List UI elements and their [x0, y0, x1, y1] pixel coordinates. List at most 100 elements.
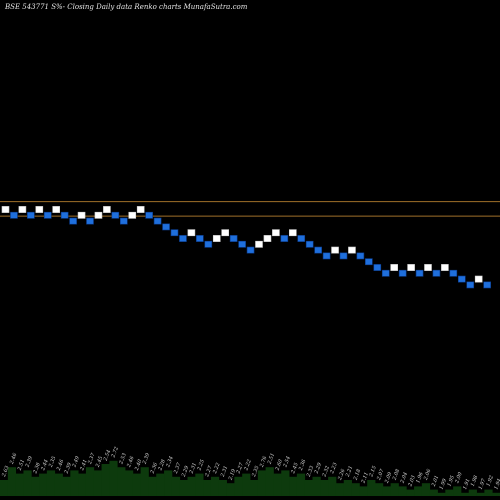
renko-brick-up: [407, 264, 415, 271]
volume-bar: [335, 483, 345, 496]
volume-label: 2.41: [79, 459, 89, 472]
volume-label: 2.39: [63, 461, 73, 475]
volume-label: 2.46: [55, 458, 65, 472]
volume-bar: [23, 470, 32, 496]
volume-bar: [359, 486, 368, 496]
volume-label: 2.51: [266, 452, 276, 465]
volume-bar: [187, 476, 196, 496]
volume-bar: [31, 476, 40, 496]
renko-brick-up: [348, 246, 356, 254]
renko-brick-up: [263, 235, 272, 242]
renko-brick-down: [153, 217, 162, 225]
volume-bar: [367, 480, 376, 496]
volume-bar: [7, 467, 17, 496]
renko-brick-up: [1, 206, 10, 213]
volume-bar: [46, 470, 56, 496]
volume-bar: [414, 486, 423, 496]
volume-label: 2.06: [423, 468, 433, 482]
volume-label: 2.33: [305, 465, 315, 478]
volume-bar: [328, 476, 337, 496]
renko-brick-up: [103, 206, 111, 213]
volume-bar: [117, 467, 126, 496]
volume-bar: [226, 483, 235, 496]
volume-label: 2.46: [9, 452, 19, 466]
volume-bar: [312, 476, 321, 496]
volume-label: 2.34: [165, 456, 175, 469]
volume-bar: [93, 470, 102, 496]
volume-label: 2.08: [391, 468, 401, 481]
renko-brick-down: [86, 217, 94, 225]
volume-bar: [218, 480, 227, 496]
renko-brick-up: [288, 229, 297, 237]
volume-bar: [62, 476, 71, 496]
volume-label: 2.03: [407, 475, 417, 488]
volume-bar: [289, 476, 298, 496]
renko-brick-down: [314, 246, 322, 254]
reference-lines: [0, 201, 500, 217]
renko-brick-down: [238, 240, 246, 248]
renko-brick-down: [111, 211, 120, 219]
volume-bar: [476, 492, 485, 496]
volume-bar: [304, 480, 313, 496]
renko-brick-up: [94, 211, 103, 219]
renko-brick-up: [272, 229, 280, 237]
volume-bar: [234, 476, 243, 496]
volume-label: 2.46: [126, 455, 136, 469]
volume-label: 1.91: [462, 478, 471, 491]
volume-label: 1.98: [470, 475, 479, 488]
volume-label: 2.01: [430, 475, 440, 488]
volume-label: 2.22: [212, 462, 222, 475]
volume-label: 2.07: [376, 468, 386, 482]
volume-label: 2.45: [290, 462, 300, 475]
volume-bar: [382, 486, 392, 496]
renko-brick-down: [10, 211, 18, 219]
volume-bar: [421, 483, 431, 496]
volume-label: 2.38: [32, 462, 42, 475]
renko-brick-up: [390, 264, 399, 271]
renko-brick-down: [365, 258, 373, 266]
volume-labels: 2.632.462.512.392.382.442.352.462.392.49…: [1, 446, 500, 491]
volume-bar: [296, 473, 306, 496]
volume-label: 2.04: [399, 472, 409, 485]
volume-bar: [375, 483, 384, 496]
volume-label: 2.35: [251, 465, 261, 478]
renko-brick-down: [170, 229, 179, 237]
volume-label: 2.22: [243, 459, 253, 472]
renko-brick-down: [145, 211, 153, 219]
renko-brick-down: [229, 235, 238, 242]
volume-bar: [242, 473, 251, 496]
volume-bar: [492, 492, 500, 496]
volume-label: 2.63: [1, 465, 11, 478]
volume-label: 2.39: [24, 455, 34, 469]
renko-brick-down: [322, 252, 331, 260]
volume-label: 2.21: [345, 465, 355, 478]
volume-label: 2.31: [188, 462, 198, 475]
volume-bar: [156, 473, 165, 496]
volume-bar: [132, 473, 142, 496]
renko-brick-down: [415, 269, 424, 277]
renko-brick-down: [449, 269, 458, 277]
renko-brick-down: [120, 217, 128, 225]
volume-label: 2.26: [337, 468, 347, 482]
volume-label: 2.37: [87, 452, 97, 466]
volume-label: 1.97: [478, 477, 488, 490]
volume-bar: [281, 470, 290, 496]
volume-label: 2.15: [368, 465, 378, 478]
renko-brick-down: [356, 252, 365, 260]
volume-bar: [484, 489, 493, 496]
volume-label: 1.99: [439, 477, 449, 490]
volume-label: 2.23: [329, 462, 339, 475]
renko-brick-up: [331, 246, 339, 254]
volume-bar: [437, 492, 446, 496]
renko-brick-down: [381, 269, 390, 277]
volume-label: 2.29: [313, 461, 323, 475]
volume-bar: [148, 476, 157, 496]
renko-brick-down: [305, 240, 314, 248]
volume-label: 2.18: [352, 468, 362, 481]
volume-bar: [265, 467, 274, 496]
volume-label: 2.27: [235, 461, 245, 475]
renko-brick-down: [204, 240, 213, 248]
volume-bar: [398, 486, 407, 496]
renko-brick-down: [196, 235, 204, 242]
